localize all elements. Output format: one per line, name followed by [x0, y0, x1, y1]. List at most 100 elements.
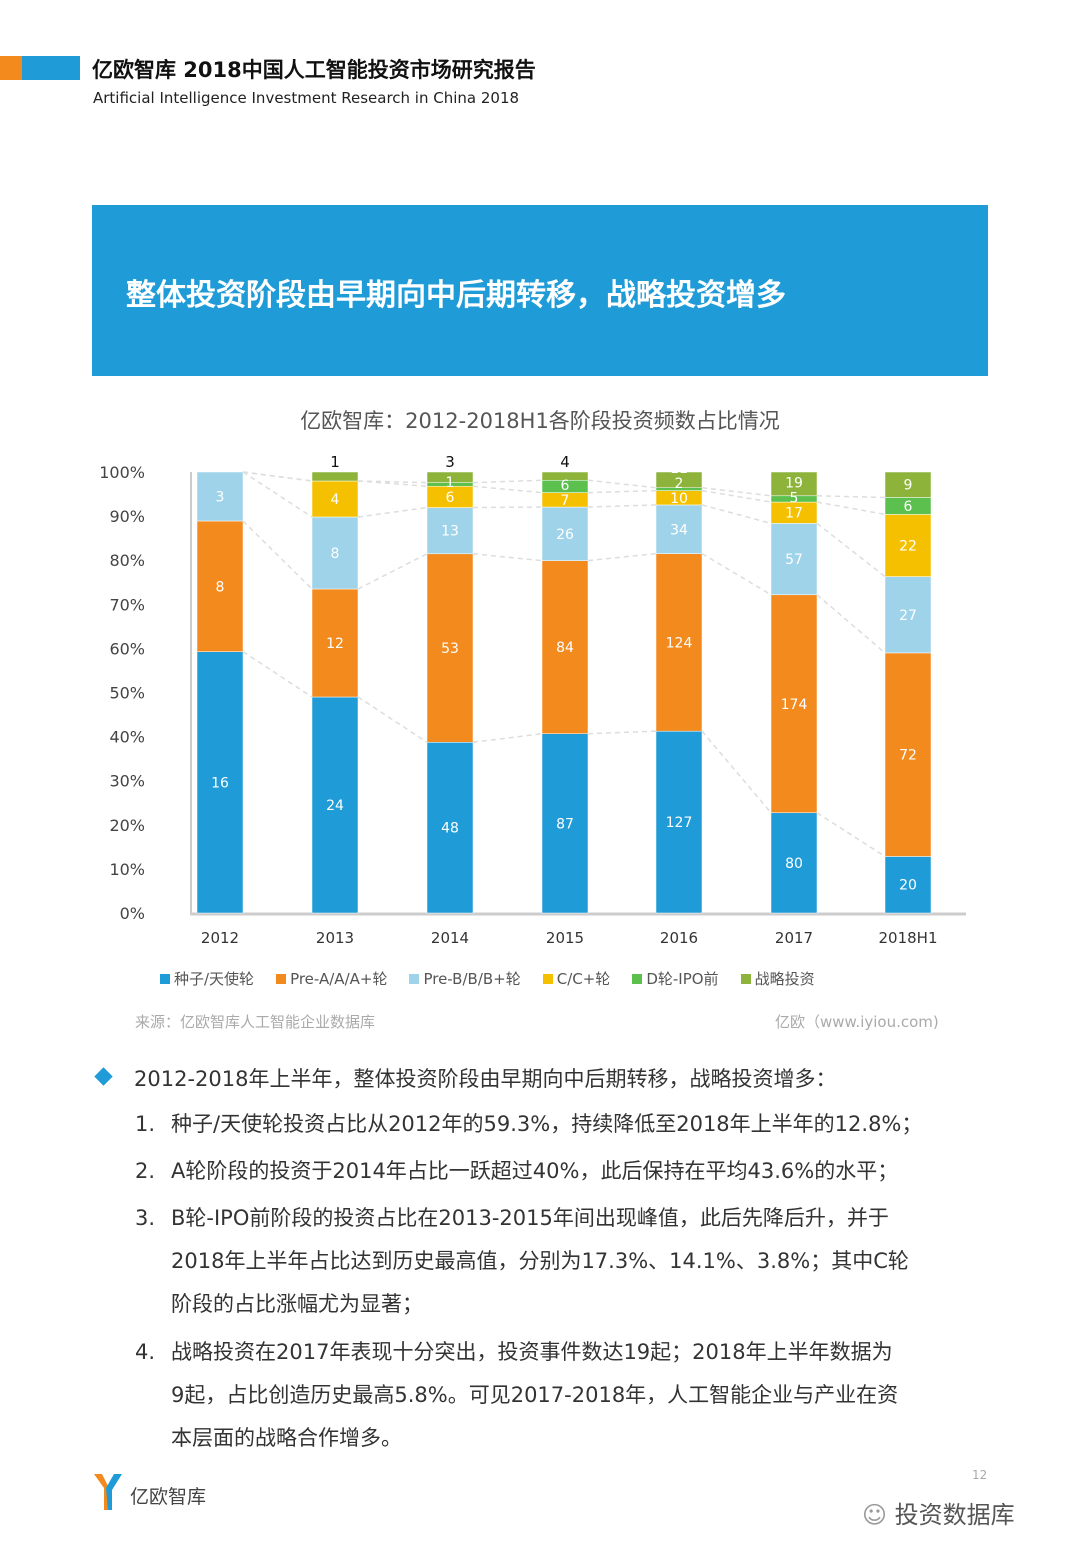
y-tick-label: 90%	[109, 507, 145, 526]
connector-line	[587, 479, 657, 489]
connector-line	[587, 552, 657, 562]
connector-line	[701, 487, 772, 497]
data-label: 5	[790, 491, 799, 507]
data-label: 84	[556, 640, 574, 656]
legend-label: Pre-A/A/A+轮	[290, 970, 388, 988]
data-label: 87	[556, 816, 574, 832]
summary-lead: 2012-2018年上半年，整体投资阶段由早期向中后期转移，战略投资增多：	[134, 1067, 837, 1091]
data-label: 4	[560, 453, 570, 471]
bar-segment	[884, 652, 932, 857]
list-text-line: B轮-IPO前阶段的投资占比在2013-2015年间出现峰值，此后先降后升，并于	[171, 1206, 889, 1230]
y-tick-label: 0%	[120, 904, 145, 923]
chart-legend: 种子/天使轮 Pre-A/A/A+轮 Pre-B/B/B+轮 C/C+轮 D轮-IPO前…	[160, 968, 815, 989]
connector-line	[816, 495, 886, 499]
yiou-logo-icon	[94, 1474, 122, 1510]
data-label: 16	[211, 775, 229, 791]
list-text-line: 阶段的占比涨幅尤为显著；	[171, 1292, 423, 1316]
bar-segment	[770, 812, 818, 914]
data-label: 2	[675, 476, 684, 492]
wechat-icon: ☺	[862, 1501, 895, 1529]
header-accent-orange	[0, 56, 22, 80]
legend-swatch	[740, 974, 751, 984]
data-label: 11	[670, 461, 688, 477]
x-tick-label: 2013	[316, 929, 354, 947]
bar-segment	[196, 520, 244, 652]
diamond-bullet-icon	[94, 1067, 113, 1086]
x-tick-label: 2012	[201, 929, 239, 947]
connector-line	[357, 553, 428, 590]
bar-segment	[426, 471, 474, 483]
bar-segment	[884, 514, 932, 577]
chart-title: 亿欧智库：2012-2018H1各阶段投资频数占比情况	[300, 409, 780, 433]
bar-segment	[311, 471, 359, 482]
legend-label: 种子/天使轮	[174, 970, 255, 988]
list-number: 3.	[135, 1206, 156, 1230]
y-tick-label: 70%	[109, 595, 145, 614]
connector-line	[701, 489, 772, 503]
data-label: 1	[330, 453, 340, 471]
bar-segment	[655, 504, 703, 554]
legend-swatch	[276, 974, 287, 984]
connector-line	[242, 471, 313, 482]
connector-line	[472, 553, 543, 562]
data-label: 127	[666, 815, 693, 831]
data-label: 8	[331, 546, 340, 562]
source-note: 来源：亿欧智库人工智能企业数据库	[135, 1013, 376, 1031]
connector-line	[357, 506, 428, 518]
bar-segment	[655, 730, 703, 914]
connector-line	[242, 520, 313, 590]
legend-item: 战略投资	[740, 968, 815, 989]
y-tick-label: 40%	[109, 728, 145, 747]
data-label: 22	[899, 539, 917, 555]
x-tick-label: 2018H1	[879, 929, 938, 947]
legend-swatch	[160, 974, 170, 984]
page-number: 12	[972, 1468, 988, 1482]
connector-line	[701, 730, 772, 814]
x-tick-label: 2014	[431, 929, 469, 947]
data-label: 6	[561, 478, 570, 494]
x-tick-label: 2016	[660, 929, 698, 947]
data-label: 9	[904, 478, 913, 494]
data-label: 24	[326, 798, 344, 814]
connector-line	[816, 522, 886, 578]
connector-line	[587, 504, 657, 508]
bar-segment	[196, 471, 244, 522]
data-label: 174	[781, 697, 808, 713]
report-subtitle: Artificial Intelligence Investment Resea…	[93, 89, 520, 107]
data-label: 6	[446, 490, 455, 506]
connector-line	[816, 594, 886, 654]
bar-segment	[541, 733, 589, 914]
list-text-line: 本层面的战略合作增多。	[171, 1426, 402, 1450]
legend-label: 战略投资	[754, 970, 815, 988]
data-label: 3	[445, 453, 455, 471]
connector-line	[701, 552, 772, 596]
bar-segment	[884, 471, 932, 498]
y-tick-label: 60%	[109, 639, 145, 658]
legend-item: C/C+轮	[542, 968, 610, 989]
stacked-bar-chart: 0%10%20%30%40%50%60%70%80%90%100%2012 201…	[99, 453, 966, 947]
connector-line	[472, 732, 543, 744]
connector-line	[242, 651, 313, 698]
bar-segment	[770, 594, 818, 814]
bar-segment	[426, 742, 474, 914]
data-label: 48	[441, 821, 459, 837]
list-number: 1.	[135, 1112, 156, 1136]
bar-segment	[196, 651, 244, 914]
list-text-line: A轮阶段的投资于2014年占比一跃超过40%，此后保持在平均43.6%的水平；	[171, 1159, 899, 1183]
x-tick-label: 2015	[546, 929, 584, 947]
y-tick-label: 10%	[109, 860, 145, 879]
data-label: 13	[441, 524, 459, 540]
y-tick-label: 30%	[109, 772, 145, 791]
legend-item: 种子/天使轮	[160, 968, 254, 989]
data-label: 27	[899, 608, 917, 624]
data-label: 72	[899, 748, 917, 764]
connector-line	[357, 696, 428, 743]
list-text-line: 2018年上半年占比达到历史最高值，分别为17.3%、14.1%、3.8%；其中…	[171, 1249, 909, 1273]
bar-segment	[541, 506, 589, 561]
legend-swatch	[542, 974, 553, 984]
data-label: 8	[216, 579, 225, 595]
list-text-line: 战略投资在2017年表现十分突出，投资事件数达19起；2018年上半年数据为	[171, 1340, 893, 1364]
bar-segment	[541, 560, 589, 734]
x-tick-label: 2017	[775, 929, 813, 947]
data-label: 4	[331, 492, 340, 508]
